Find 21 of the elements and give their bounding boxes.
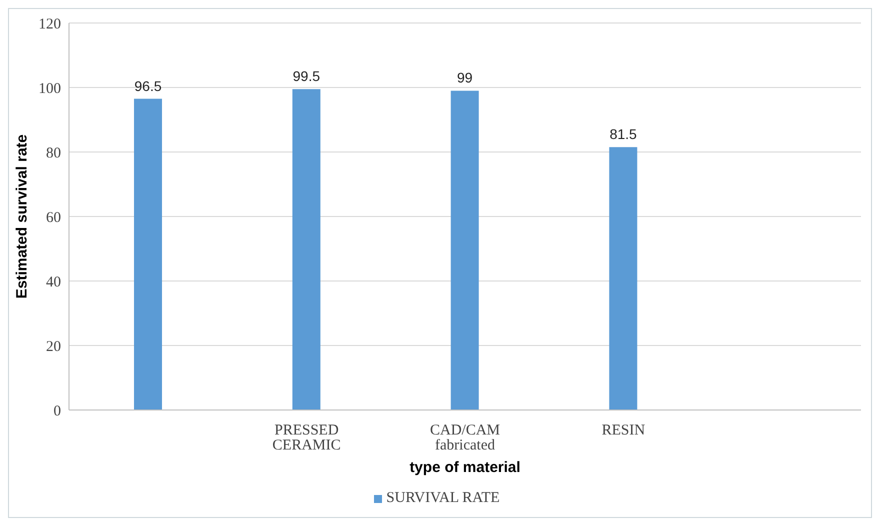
x-tick-label: PRESSED CERAMIC: [272, 422, 341, 454]
y-tick-label: 100: [38, 80, 61, 97]
data-label: 99: [457, 70, 473, 86]
y-tick-label: 80: [46, 145, 61, 162]
legend-label: SURVIVAL RATE: [385, 490, 500, 507]
bar: [134, 98, 162, 410]
y-tick-label: 40: [46, 274, 61, 290]
bar: [450, 90, 479, 410]
data-label: 99.5: [292, 68, 320, 84]
y-tick-label: 20: [46, 338, 61, 355]
data-label: 96.5: [134, 78, 162, 94]
bar: [292, 89, 320, 410]
y-tick-label: 120: [38, 16, 61, 32]
x-tick-label: RESIN: [602, 422, 646, 439]
y-tick-label: 60: [46, 210, 61, 226]
bar: [609, 147, 638, 410]
y-axis-title: Estimated survival rate: [13, 134, 30, 299]
x-axis-title: type of material: [410, 459, 520, 476]
y-tick-label: 0: [54, 403, 61, 420]
data-label: 81.5: [610, 126, 638, 142]
x-tick-label: CAD/CAM fabricated: [430, 422, 500, 454]
